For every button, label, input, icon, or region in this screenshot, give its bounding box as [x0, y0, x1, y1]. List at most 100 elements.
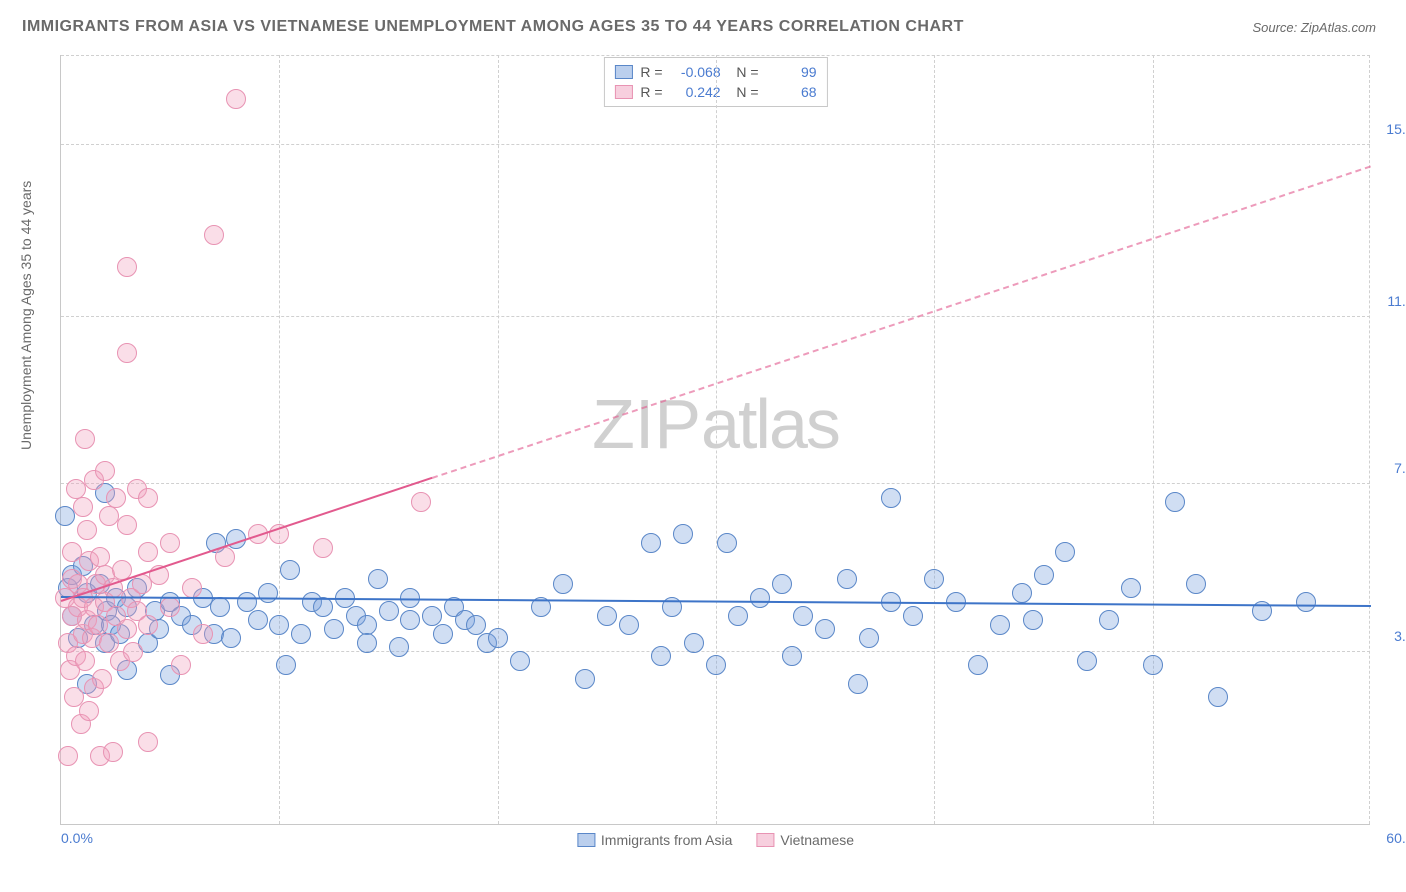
watermark-suffix: atlas: [701, 385, 839, 463]
scatter-point: [575, 669, 595, 689]
scatter-point: [859, 628, 879, 648]
scatter-point: [99, 633, 119, 653]
scatter-point: [117, 343, 137, 363]
scatter-point: [400, 610, 420, 630]
scatter-point: [75, 651, 95, 671]
scatter-point: [75, 429, 95, 449]
trendline-extrapolated: [432, 165, 1371, 479]
scatter-point: [280, 560, 300, 580]
scatter-point: [597, 606, 617, 626]
scatter-point: [968, 655, 988, 675]
scatter-point: [750, 588, 770, 608]
scatter-point: [58, 746, 78, 766]
y-axis-label: Unemployment Among Ages 35 to 44 years: [18, 181, 34, 450]
scatter-point: [717, 533, 737, 553]
n-label: N =: [729, 64, 759, 80]
legend-label: Vietnamese: [780, 832, 854, 848]
scatter-point: [106, 488, 126, 508]
gridline-v: [279, 55, 280, 824]
scatter-point: [619, 615, 639, 635]
scatter-point: [357, 633, 377, 653]
gridline-v: [1153, 55, 1154, 824]
scatter-point: [1077, 651, 1097, 671]
scatter-point: [193, 624, 213, 644]
scatter-point: [123, 642, 143, 662]
scatter-point: [782, 646, 802, 666]
scatter-point: [73, 497, 93, 517]
scatter-point: [651, 646, 671, 666]
swatch-blue: [577, 833, 595, 847]
scatter-point: [90, 547, 110, 567]
scatter-point: [881, 488, 901, 508]
source-attribution: Source: ZipAtlas.com: [1252, 20, 1376, 35]
scatter-point: [79, 701, 99, 721]
gridline-v: [1369, 55, 1370, 824]
scatter-point: [138, 542, 158, 562]
scatter-point: [488, 628, 508, 648]
scatter-point: [117, 257, 137, 277]
scatter-point: [204, 225, 224, 245]
scatter-point: [171, 655, 191, 675]
scatter-point: [684, 633, 704, 653]
scatter-point: [641, 533, 661, 553]
scatter-point: [673, 524, 693, 544]
scatter-point: [728, 606, 748, 626]
scatter-point: [1034, 565, 1054, 585]
scatter-point: [117, 619, 137, 639]
r-label: R =: [640, 64, 662, 80]
scatter-point: [269, 615, 289, 635]
scatter-point: [138, 732, 158, 752]
r-value: 0.242: [671, 84, 721, 100]
scatter-point: [237, 592, 257, 612]
swatch-pink: [756, 833, 774, 847]
y-tick-label: 11.2%: [1387, 293, 1406, 309]
legend-label: Immigrants from Asia: [601, 832, 732, 848]
scatter-point: [103, 742, 123, 762]
r-label: R =: [640, 84, 662, 100]
y-tick-label: 15.0%: [1386, 121, 1406, 137]
r-value: -0.068: [671, 64, 721, 80]
scatter-point: [706, 655, 726, 675]
gridline-v: [498, 55, 499, 824]
scatter-point: [848, 674, 868, 694]
series-legend: Immigrants from Asia Vietnamese: [577, 832, 854, 848]
scatter-point: [77, 520, 97, 540]
gridline-v: [934, 55, 935, 824]
scatter-point: [138, 615, 158, 635]
scatter-point: [466, 615, 486, 635]
scatter-point: [379, 601, 399, 621]
legend-item: Immigrants from Asia: [577, 832, 732, 848]
plot-area: ZIPatlas R = -0.068 N = 99 R = 0.242 N =…: [60, 55, 1370, 825]
scatter-point: [138, 488, 158, 508]
swatch-pink: [614, 85, 632, 99]
n-value: 99: [767, 64, 817, 80]
scatter-point: [117, 515, 137, 535]
scatter-point: [1143, 655, 1163, 675]
scatter-point: [258, 583, 278, 603]
scatter-point: [433, 624, 453, 644]
swatch-blue: [614, 65, 632, 79]
scatter-point: [1099, 610, 1119, 630]
scatter-point: [553, 574, 573, 594]
watermark-prefix: ZIP: [592, 385, 701, 463]
scatter-point: [815, 619, 835, 639]
scatter-point: [210, 597, 230, 617]
x-tick-max: 60.0%: [1386, 830, 1406, 846]
legend-item: Vietnamese: [756, 832, 854, 848]
scatter-point: [291, 624, 311, 644]
scatter-point: [772, 574, 792, 594]
scatter-point: [92, 669, 112, 689]
scatter-point: [248, 610, 268, 630]
y-tick-label: 3.8%: [1394, 628, 1406, 644]
scatter-point: [324, 619, 344, 639]
scatter-point: [1296, 592, 1316, 612]
scatter-point: [1165, 492, 1185, 512]
scatter-point: [1023, 610, 1043, 630]
scatter-point: [793, 606, 813, 626]
scatter-point: [1121, 578, 1141, 598]
scatter-point: [357, 615, 377, 635]
scatter-point: [368, 569, 388, 589]
scatter-point: [1186, 574, 1206, 594]
gridline-v: [716, 55, 717, 824]
scatter-point: [95, 461, 115, 481]
